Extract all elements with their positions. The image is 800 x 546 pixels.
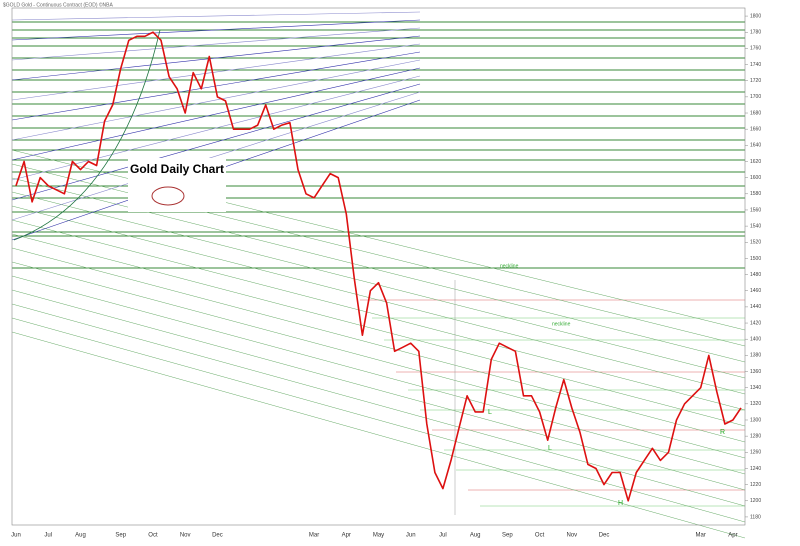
y-tick-label: 1800	[750, 13, 761, 19]
x-tick-label: Aug	[470, 533, 481, 539]
y-tick-label: 1240	[750, 466, 761, 472]
y-tick-label: 1200	[750, 498, 761, 504]
fan-line	[11, 19, 421, 41]
y-tick-label: 1340	[750, 385, 761, 391]
x-tick-label: Jul	[439, 533, 447, 539]
y-tick-label: 1640	[750, 143, 761, 149]
fan-line	[11, 219, 746, 411]
y-tick-label: 1740	[750, 62, 761, 68]
y-tick-label: 1480	[750, 272, 761, 278]
fan-line	[11, 35, 421, 81]
pattern-label: H	[618, 500, 623, 507]
y-tick-label: 1680	[750, 110, 761, 116]
fan-line	[11, 91, 421, 221]
y-tick-label: 1580	[750, 191, 761, 197]
fan-line	[11, 67, 421, 161]
pattern-label: neckline	[500, 263, 519, 269]
x-tick-label: Apr	[728, 533, 737, 539]
x-tick-label: Sep	[502, 533, 513, 539]
fan-line	[11, 317, 746, 523]
x-tick-label: Nov	[180, 533, 191, 539]
fan-line	[11, 191, 746, 379]
y-tick-label: 1600	[750, 175, 761, 181]
pattern-label: R	[720, 429, 725, 436]
x-tick-label: Jun	[406, 533, 416, 539]
pattern-label: neckline	[552, 321, 571, 327]
y-tick-label: 1620	[750, 159, 761, 165]
annotation: Gold Daily Chart	[130, 162, 224, 176]
fan-line	[11, 331, 746, 539]
x-tick-label: Dec	[212, 533, 223, 539]
x-tick-label: Mar	[696, 533, 706, 539]
fan-line	[11, 43, 421, 101]
x-tick-label: Dec	[599, 533, 610, 539]
y-tick-label: 1520	[750, 240, 761, 246]
pattern-label: L	[548, 445, 552, 452]
arc	[13, 29, 161, 241]
y-tick-label: 1260	[750, 450, 761, 456]
y-tick-label: 1400	[750, 337, 761, 343]
price-line	[15, 31, 742, 502]
fan-line	[11, 275, 746, 475]
x-tick-label: Jul	[44, 533, 52, 539]
y-tick-label: 1220	[750, 482, 761, 488]
fan-line	[11, 27, 421, 61]
y-tick-label: 1720	[750, 78, 761, 84]
pattern-label: L	[488, 409, 492, 416]
fan-line	[11, 83, 421, 201]
y-tick-label: 1780	[750, 30, 761, 36]
fan-line	[11, 59, 421, 141]
trendlines	[11, 11, 746, 539]
y-tick-label: 1540	[750, 223, 761, 229]
fan-line	[11, 261, 746, 459]
fan-line	[11, 75, 421, 181]
y-tick-label: 1300	[750, 417, 761, 423]
fan-line	[11, 289, 746, 491]
y-tick-label: 1360	[750, 369, 761, 375]
x-tick-label: May	[373, 533, 384, 539]
y-tick-label: 1660	[750, 127, 761, 133]
y-tick-label: 1380	[750, 353, 761, 359]
x-tick-label: Aug	[75, 533, 86, 539]
y-tick-label: 1560	[750, 207, 761, 213]
y-tick-label: 1700	[750, 94, 761, 100]
x-tick-label: Sep	[115, 533, 126, 539]
logo	[151, 186, 185, 206]
y-tick-label: 1760	[750, 46, 761, 52]
fan-line	[11, 233, 746, 427]
y-tick-label: 1420	[750, 320, 761, 326]
chart-title: $GOLD Gold - Continuous Contract (EOD) ©…	[3, 1, 113, 8]
fan-line	[11, 247, 746, 443]
y-tick-label: 1320	[750, 401, 761, 407]
x-tick-label: Oct	[148, 533, 158, 539]
y-tick-label: 1500	[750, 256, 761, 262]
x-tick-label: Nov	[566, 533, 577, 539]
y-tick-label: 1460	[750, 288, 761, 294]
y-tick-label: 1280	[750, 433, 761, 439]
y-tick-label: 1180	[750, 514, 761, 520]
fan-line	[11, 11, 421, 21]
x-tick-label: Oct	[535, 533, 545, 539]
x-tick-label: Jun	[11, 533, 21, 539]
x-tick-label: Apr	[342, 533, 351, 539]
fan-line	[11, 303, 746, 507]
plot-frame	[11, 7, 746, 526]
fan-line	[11, 205, 746, 395]
y-tick-label: 1440	[750, 304, 761, 310]
x-tick-label: Mar	[309, 533, 319, 539]
